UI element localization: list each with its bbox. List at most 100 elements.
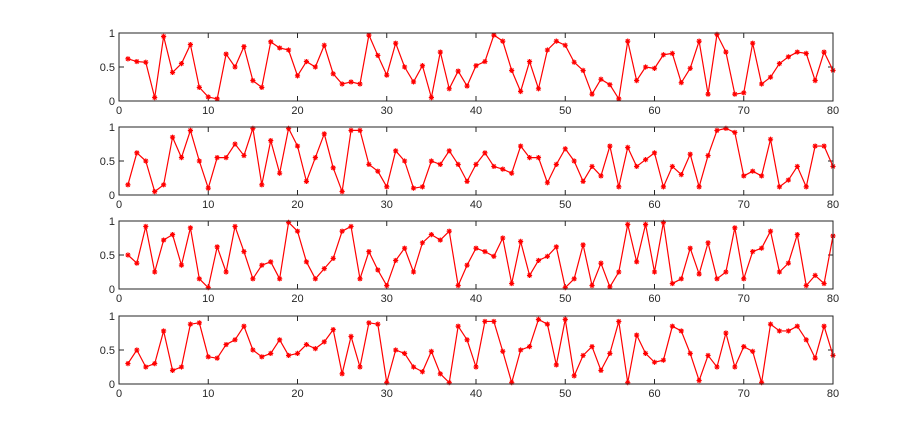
data-point — [214, 96, 220, 102]
data-point — [384, 184, 390, 190]
data-point — [607, 350, 613, 356]
data-point — [500, 166, 506, 172]
data-point — [589, 163, 595, 170]
data-point — [473, 161, 479, 167]
data-point — [232, 64, 238, 70]
data-point — [794, 232, 800, 238]
data-point — [518, 143, 524, 149]
data-point — [580, 352, 586, 359]
data-point — [616, 269, 622, 275]
data-point — [312, 64, 318, 70]
data-point — [660, 219, 667, 225]
data-point — [268, 39, 274, 45]
data-point — [143, 59, 149, 65]
data-point — [446, 380, 452, 386]
x-tick-label: 30 — [381, 105, 393, 117]
data-point — [187, 127, 193, 133]
data-point — [518, 347, 524, 353]
axes-box — [118, 220, 834, 290]
data-point — [312, 346, 318, 352]
data-point — [169, 367, 176, 373]
data-point — [812, 78, 818, 84]
data-point — [491, 32, 497, 38]
data-point — [821, 143, 827, 149]
data-point — [571, 59, 577, 65]
data-point — [535, 86, 542, 92]
data-point — [393, 347, 399, 353]
data-point — [562, 42, 568, 48]
data-point — [285, 47, 292, 53]
data-point — [259, 262, 265, 268]
y-tick-label: 0 — [109, 190, 115, 202]
data-point — [446, 86, 452, 92]
data-point — [312, 276, 318, 282]
data-point — [464, 83, 470, 89]
data-point — [125, 361, 131, 367]
data-point — [669, 50, 675, 56]
data-point — [625, 38, 631, 44]
data-point — [205, 285, 211, 291]
data-point — [678, 276, 684, 282]
data-point — [750, 249, 756, 255]
data-point — [303, 341, 310, 348]
data-point — [348, 79, 354, 85]
data-point — [384, 72, 390, 78]
data-point — [455, 283, 461, 289]
data-point — [705, 152, 711, 159]
data-point — [642, 64, 649, 70]
data-point — [785, 177, 791, 183]
data-point — [375, 321, 381, 327]
data-point — [732, 129, 738, 136]
data-point — [205, 354, 211, 360]
data-point — [214, 355, 220, 361]
data-point — [634, 259, 640, 265]
data-point — [178, 155, 185, 161]
data-point — [651, 359, 658, 365]
data-point — [678, 328, 684, 334]
data-point — [348, 333, 354, 339]
data-point — [607, 143, 613, 149]
data-point — [759, 173, 765, 179]
data-point — [285, 125, 292, 131]
data-point — [598, 367, 604, 373]
data-point — [767, 228, 774, 234]
x-tick-label: 40 — [470, 388, 482, 400]
data-point — [687, 65, 693, 71]
data-point — [187, 321, 193, 327]
data-point — [268, 259, 274, 265]
data-point — [375, 168, 381, 174]
data-point — [526, 155, 533, 161]
data-point — [473, 364, 479, 370]
data-point — [357, 127, 363, 133]
data-point — [223, 51, 229, 57]
y-tick-label: 0 — [109, 379, 115, 391]
data-point — [419, 184, 426, 190]
data-point — [491, 253, 497, 259]
x-tick-label: 20 — [291, 388, 303, 400]
data-point — [589, 91, 595, 97]
y-tick-label: 0.5 — [100, 250, 115, 262]
data-point — [402, 245, 408, 251]
data-point — [134, 260, 140, 266]
x-tick-label: 70 — [738, 388, 750, 400]
data-point — [223, 269, 229, 275]
data-point — [339, 228, 345, 234]
data-point — [169, 134, 176, 140]
axes-box — [118, 126, 834, 196]
data-point — [410, 269, 417, 275]
data-point — [268, 350, 274, 356]
data-point — [491, 163, 497, 170]
data-point — [705, 352, 711, 359]
data-point — [562, 285, 568, 291]
data-point — [714, 276, 720, 282]
data-point — [473, 245, 479, 251]
y-tick-label: 0.5 — [100, 345, 115, 357]
data-point — [268, 138, 274, 144]
data-point — [625, 221, 631, 227]
data-point — [678, 172, 684, 178]
data-point — [509, 67, 515, 73]
data-point — [250, 125, 256, 131]
data-point — [732, 91, 738, 97]
data-point — [651, 65, 658, 71]
data-point — [580, 67, 586, 73]
